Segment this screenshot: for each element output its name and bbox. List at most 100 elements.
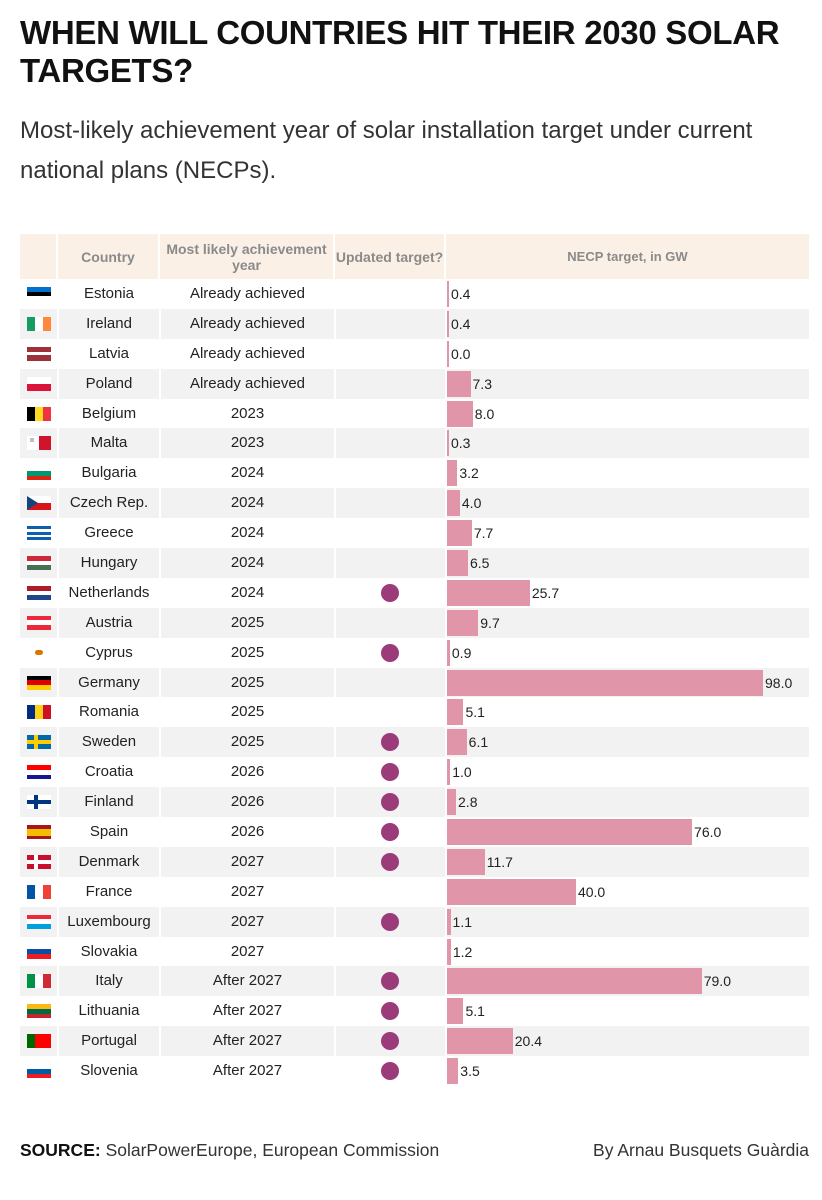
country-name: Portugal (58, 1026, 160, 1056)
flag-icon (27, 825, 51, 839)
flag-icon (27, 974, 51, 988)
source-note: SOURCE: SolarPowerEurope, European Commi… (20, 1134, 460, 1166)
table-row: Portugal After 2027 20.4 (20, 1026, 809, 1056)
achievement-year: After 2027 (160, 996, 335, 1026)
author-credit: By Arnau Busquets Guàrdia (593, 1134, 809, 1166)
target-value-label: 2.8 (458, 787, 477, 817)
table-row: France 2027 40.0 (20, 877, 809, 907)
table-header: Country Most likely achievement year Upd… (20, 234, 809, 279)
target-bar (447, 430, 449, 456)
target-bar (447, 371, 471, 397)
table-body: Estonia Already achieved 0.4 Ireland Already… (20, 279, 809, 1086)
achievement-year: 2025 (160, 638, 335, 668)
target-bar (447, 341, 449, 367)
table-row: Denmark 2027 11.7 (20, 847, 809, 877)
achievement-year: After 2027 (160, 966, 335, 996)
country-name: Denmark (58, 847, 160, 877)
table-row: Belgium 2023 8.0 (20, 399, 809, 429)
achievement-year: 2026 (160, 787, 335, 817)
country-name: Croatia (58, 757, 160, 787)
country-name: Hungary (58, 548, 160, 578)
achievement-year: Already achieved (160, 309, 335, 339)
chart-subtitle: Most-likely achievement year of solar in… (20, 111, 800, 191)
target-value-label: 9.7 (480, 608, 499, 638)
target-value-label: 40.0 (578, 877, 605, 907)
flag-icon (27, 676, 51, 690)
target-bar (447, 550, 468, 576)
target-bar (447, 520, 472, 546)
achievement-year: After 2027 (160, 1026, 335, 1056)
target-bar (447, 460, 457, 486)
flag-icon (27, 705, 51, 719)
target-bar (447, 311, 449, 337)
table-row: Croatia 2026 1.0 (20, 757, 809, 787)
achievement-year: Already achieved (160, 279, 335, 309)
achievement-year: 2026 (160, 757, 335, 787)
updated-target-dot (381, 823, 399, 841)
target-bar (447, 909, 451, 935)
table-row: Lithuania After 2027 5.1 (20, 996, 809, 1026)
flag-icon (27, 407, 51, 421)
target-bar (447, 968, 702, 994)
target-value-label: 25.7 (532, 578, 559, 608)
target-value-label: 1.2 (453, 937, 472, 967)
table-row: Slovenia After 2027 3.5 (20, 1056, 809, 1086)
country-name: Lithuania (58, 996, 160, 1026)
target-value-label: 7.3 (473, 369, 492, 399)
table-row: Estonia Already achieved 0.4 (20, 279, 809, 309)
table-row: Spain 2026 76.0 (20, 817, 809, 847)
table-row: Romania 2025 5.1 (20, 697, 809, 727)
target-bar (447, 998, 463, 1024)
target-value-label: 79.0 (704, 966, 731, 996)
target-bar (447, 819, 692, 845)
updated-target-dot (381, 584, 399, 602)
table-row: Italy After 2027 79.0 (20, 966, 809, 996)
country-name: Greece (58, 518, 160, 548)
table-row: Netherlands 2024 25.7 (20, 578, 809, 608)
value-column-header: NECP target, in GW (446, 234, 809, 279)
target-bar (447, 490, 460, 516)
target-bar (447, 939, 451, 965)
target-value-label: 0.9 (452, 638, 471, 668)
country-name: Italy (58, 966, 160, 996)
country-name: Latvia (58, 339, 160, 369)
target-value-label: 76.0 (694, 817, 721, 847)
target-bar (447, 879, 576, 905)
flag-icon (27, 765, 51, 779)
updated-target-dot (381, 1062, 399, 1080)
updated-target-dot (381, 793, 399, 811)
country-name: Germany (58, 668, 160, 698)
achievement-year: 2025 (160, 668, 335, 698)
achievement-year: 2026 (160, 817, 335, 847)
target-value-label: 4.0 (462, 488, 481, 518)
flag-icon (27, 885, 51, 899)
source-label: SOURCE: (20, 1140, 101, 1160)
country-name: Slovakia (58, 937, 160, 967)
updated-target-dot (381, 733, 399, 751)
chart-title: WHEN WILL COUNTRIES HIT THEIR 2030 SOLAR… (20, 14, 800, 90)
target-value-label: 6.1 (469, 727, 488, 757)
table-row: Luxembourg 2027 1.1 (20, 907, 809, 937)
flag-icon (27, 616, 51, 630)
target-bar (447, 610, 478, 636)
target-bar (447, 699, 463, 725)
target-bar (447, 1058, 458, 1084)
achievement-year: 2024 (160, 518, 335, 548)
flag-icon (27, 795, 51, 809)
table-row: Ireland Already achieved 0.4 (20, 309, 809, 339)
achievement-year: 2024 (160, 488, 335, 518)
flag-icon (27, 586, 51, 600)
table-row: Malta 2023 0.3 (20, 428, 809, 458)
country-name: Poland (58, 369, 160, 399)
flag-icon (27, 556, 51, 570)
source-text: SolarPowerEurope, European Commission (106, 1140, 440, 1160)
flag-icon (27, 945, 51, 959)
target-bar (447, 640, 450, 666)
country-name: Bulgaria (58, 458, 160, 488)
achievement-year: 2025 (160, 697, 335, 727)
table-row: Poland Already achieved 7.3 (20, 369, 809, 399)
target-bar (447, 580, 530, 606)
target-value-label: 0.4 (451, 309, 470, 339)
target-value-label: 0.0 (451, 339, 470, 369)
country-name: Austria (58, 608, 160, 638)
